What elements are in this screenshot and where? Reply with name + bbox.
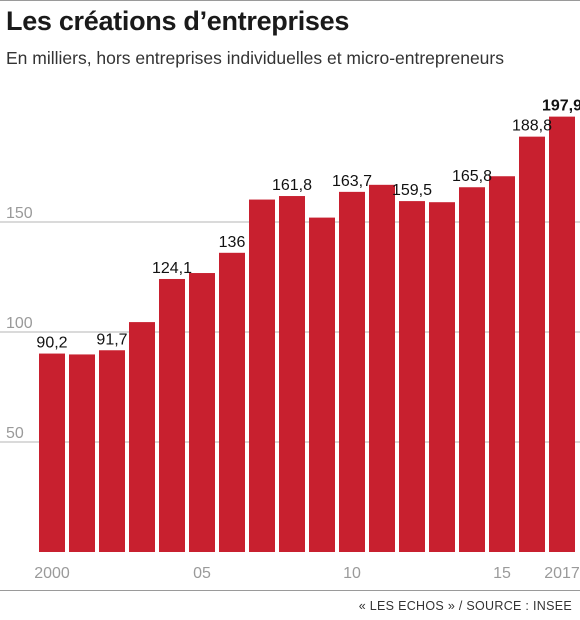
top-rule [0,0,580,1]
bar-2001 [69,354,95,552]
x-tick-label-2017: 2017 [544,565,580,582]
value-label-2017: 197,9 [542,98,580,115]
bar-2000 [39,353,65,552]
bottom-rule [0,590,580,591]
bar-2017 [549,116,575,553]
value-label-2008: 161,8 [272,177,312,194]
bar-2008 [279,196,305,553]
x-tick-label-10: 10 [343,565,361,582]
value-label-2010: 163,7 [332,173,372,190]
value-label-2016: 188,8 [512,118,552,135]
value-label-2000: 90,2 [36,335,67,352]
bar-2014 [459,187,485,553]
value-label-2006: 136 [219,234,246,251]
bar-2016 [519,136,545,552]
value-label-2014: 165,8 [452,168,492,185]
bar-2015 [489,176,515,553]
bar-2006 [219,252,245,553]
bar-2002 [99,350,125,552]
chart-title: Les créations d’entreprises [6,6,350,36]
bar-2005 [189,273,215,552]
bar-2004 [159,278,185,552]
y-tick-label-50: 50 [6,425,24,442]
y-tick-label-150: 150 [6,205,33,222]
bar-2013 [429,202,455,552]
x-tick-label-15: 15 [493,565,511,582]
x-tick-label-2000: 2000 [34,565,70,582]
bar-2012 [399,201,425,552]
bar-2009 [309,217,335,552]
value-label-2004: 124,1 [152,260,192,277]
bar-2010 [339,191,365,553]
y-tick-label-100: 100 [6,315,33,332]
x-tick-label-05: 05 [193,565,211,582]
bar-2003 [129,322,155,552]
bar-2007 [249,199,275,552]
bar-chart: 50 100 150 90,2 91,7 124,1 136 161,8 163,7 159,5 1… [0,98,580,582]
source-credit: « LES ECHOS » / SOURCE : INSEE [358,599,572,613]
bar-2011 [369,184,395,552]
value-label-2012: 159,5 [392,182,432,199]
chart-subtitle: En milliers, hors entreprises individuel… [6,48,504,68]
value-label-2002: 91,7 [96,331,127,348]
